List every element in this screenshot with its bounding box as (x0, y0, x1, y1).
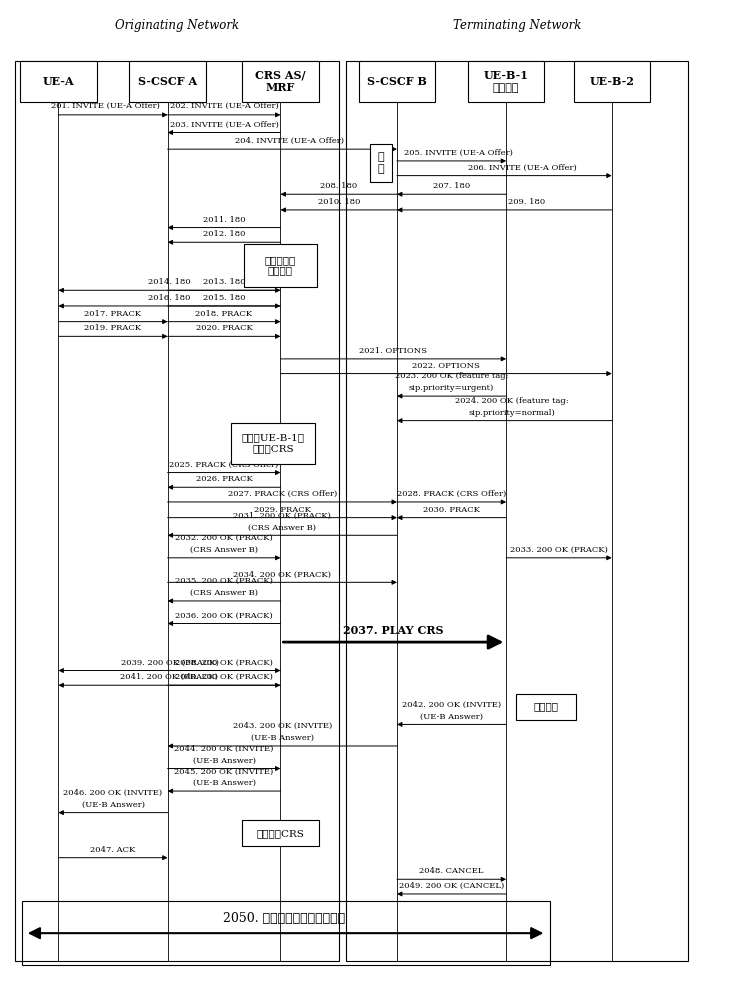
Text: 206. INVITE (UE-A Offer): 206. INVITE (UE-A Offer) (468, 164, 577, 172)
Text: 2032. 200 OK (PRACK): 2032. 200 OK (PRACK) (175, 534, 273, 542)
Text: 2040. 200 OK (PRACK): 2040. 200 OK (PRACK) (175, 673, 273, 681)
Text: 205. INVITE (UE-A Offer): 205. INVITE (UE-A Offer) (404, 149, 513, 157)
Text: 2029. PRACK: 2029. PRACK (254, 506, 311, 514)
Bar (129, 61, 206, 102)
Text: UE-B-1
用户使用: UE-B-1 用户使用 (484, 70, 528, 93)
Bar (359, 61, 435, 102)
Text: sip.priority=normal): sip.priority=normal) (468, 409, 555, 417)
Text: 2050. 主被叫之间正常通话过程: 2050. 主被叫之间正常通话过程 (223, 912, 345, 925)
Text: 2017. PRACK: 2017. PRACK (85, 310, 142, 318)
Text: 2019. PRACK: 2019. PRACK (85, 324, 142, 332)
Text: 2023. 200 OK (feature tag:: 2023. 200 OK (feature tag: (395, 372, 508, 380)
Text: 2041. 200 OK (PRACK): 2041. 200 OK (PRACK) (120, 673, 218, 681)
Text: 2042. 200 OK (INVITE): 2042. 200 OK (INVITE) (402, 701, 502, 709)
Bar (370, 144, 392, 182)
Text: (CRS Answer B): (CRS Answer B) (248, 523, 317, 531)
Text: (CRS Answer B): (CRS Answer B) (190, 546, 258, 554)
Text: (UE-B Answer): (UE-B Answer) (192, 757, 256, 765)
Text: 204. INVITE (UE-A Offer): 204. INVITE (UE-A Offer) (235, 137, 344, 145)
Text: 2016. 180: 2016. 180 (149, 294, 191, 302)
Text: 2031. 200 OK (PRACK): 2031. 200 OK (PRACK) (233, 512, 331, 520)
Text: (UE-B Answer): (UE-B Answer) (192, 779, 256, 787)
Text: 2014. 180: 2014. 180 (148, 278, 191, 286)
Text: 2037. PLAY CRS: 2037. PLAY CRS (343, 625, 444, 636)
Text: 2012. 180: 2012. 180 (203, 230, 245, 238)
Text: (UE-B Answer): (UE-B Answer) (82, 801, 144, 809)
Text: 2049. 200 OK (CANCEL): 2049. 200 OK (CANCEL) (399, 882, 504, 890)
Text: 2045. 200 OK (INVITE): 2045. 200 OK (INVITE) (175, 767, 273, 775)
Text: 判断出UE-B-1需
要接收CRS: 判断出UE-B-1需 要接收CRS (241, 433, 305, 453)
Bar (244, 244, 317, 287)
Text: (UE-B Answer): (UE-B Answer) (251, 734, 314, 742)
Text: 被叫摘机: 被叫摘机 (533, 702, 559, 711)
Text: 停止播放CRS: 停止播放CRS (256, 829, 305, 838)
Text: 2043. 200 OK (INVITE): 2043. 200 OK (INVITE) (233, 722, 332, 730)
Text: 2046. 200 OK (INVITE): 2046. 200 OK (INVITE) (63, 789, 163, 797)
Text: 209. 180: 209. 180 (507, 198, 545, 206)
Text: S-CSCF A: S-CSCF A (138, 76, 197, 87)
Text: 得知被叫有
多个终端: 得知被叫有 多个终端 (265, 256, 296, 275)
Text: 2033. 200 OK (PRACK): 2033. 200 OK (PRACK) (510, 546, 608, 554)
Text: 2026. PRACK: 2026. PRACK (195, 475, 253, 483)
Text: 2028. PRACK (CRS Offer): 2028. PRACK (CRS Offer) (397, 490, 506, 498)
Text: 2038. 200 OK (PRACK): 2038. 200 OK (PRACK) (175, 659, 273, 667)
Text: 208. 180: 208. 180 (320, 182, 357, 190)
Text: UE-B-2: UE-B-2 (589, 76, 635, 87)
Bar (20, 61, 97, 102)
Text: (CRS Answer B): (CRS Answer B) (190, 589, 258, 597)
Text: CRS AS/
MRF: CRS AS/ MRF (255, 70, 306, 93)
Text: 201. INVITE (UE-A Offer): 201. INVITE (UE-A Offer) (51, 102, 160, 110)
Bar (242, 820, 319, 846)
Text: 203. INVITE (UE-A Offer): 203. INVITE (UE-A Offer) (169, 121, 279, 129)
Bar (15, 61, 339, 961)
Text: 2034. 200 OK (PRACK): 2034. 200 OK (PRACK) (233, 570, 331, 578)
Text: 2018. PRACK: 2018. PRACK (195, 310, 253, 318)
Bar (22, 901, 550, 965)
Text: 2020. PRACK: 2020. PRACK (195, 324, 253, 332)
Text: 2024. 200 OK (feature tag:: 2024. 200 OK (feature tag: (455, 397, 568, 405)
Text: UE-A: UE-A (42, 76, 74, 87)
Bar (574, 61, 650, 102)
Text: 202. INVITE (UE-A Offer): 202. INVITE (UE-A Offer) (169, 102, 279, 110)
Text: 2044. 200 OK (INVITE): 2044. 200 OK (INVITE) (175, 745, 273, 753)
Text: 2021. OPTIONS: 2021. OPTIONS (360, 347, 427, 355)
Text: 2011. 180: 2011. 180 (203, 216, 245, 224)
Text: Terminating Network: Terminating Network (453, 19, 581, 32)
Text: 2025. PRACK (CRS Offer): 2025. PRACK (CRS Offer) (169, 461, 279, 469)
Text: 2022. OPTIONS: 2022. OPTIONS (412, 362, 480, 370)
Text: 2010. 180: 2010. 180 (317, 198, 360, 206)
Bar (231, 423, 315, 464)
Text: 2013. 180: 2013. 180 (203, 278, 245, 286)
Text: 2027. PRACK (CRS Offer): 2027. PRACK (CRS Offer) (227, 490, 337, 498)
Text: S-CSCF B: S-CSCF B (367, 76, 427, 87)
Text: 2039. 200 OK (PRACK): 2039. 200 OK (PRACK) (120, 659, 218, 667)
Bar (468, 61, 545, 102)
Bar (516, 694, 576, 720)
Bar (346, 61, 688, 961)
Text: 2048. CANCEL: 2048. CANCEL (419, 867, 484, 875)
Text: 2030. PRACK: 2030. PRACK (423, 506, 480, 514)
Text: (UE-B Answer): (UE-B Answer) (420, 712, 483, 720)
Text: Originating Network: Originating Network (114, 19, 239, 32)
Bar (242, 61, 319, 102)
Text: 207. 180: 207. 180 (433, 182, 470, 190)
Text: 分
支: 分 支 (377, 152, 384, 174)
Text: 2036. 200 OK (PRACK): 2036. 200 OK (PRACK) (175, 612, 273, 620)
Text: 2035. 200 OK (PRACK): 2035. 200 OK (PRACK) (175, 577, 273, 585)
Text: 2047. ACK: 2047. ACK (91, 846, 136, 854)
Text: sip.priority=urgent): sip.priority=urgent) (409, 384, 494, 392)
Text: 2015. 180: 2015. 180 (203, 294, 245, 302)
